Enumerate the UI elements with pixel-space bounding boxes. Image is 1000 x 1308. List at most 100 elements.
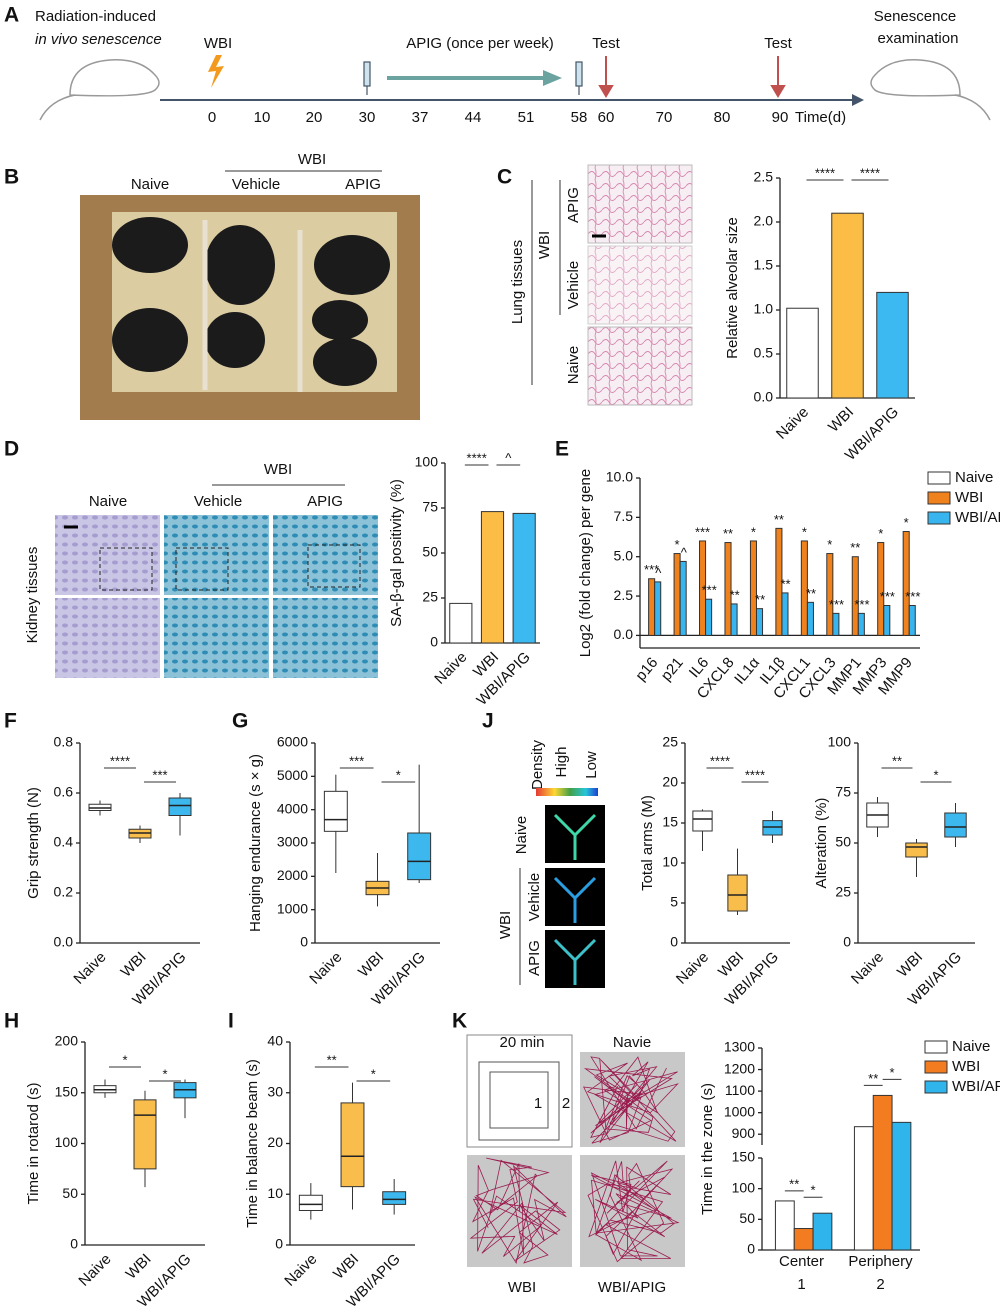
box	[340, 1102, 365, 1188]
panel-label: F	[4, 710, 17, 733]
x-tick-label: IL1α	[731, 654, 763, 688]
y-axis-label: Time in rotarod (s)	[25, 1083, 42, 1205]
box	[944, 812, 967, 838]
bar	[749, 540, 757, 636]
x-tick-label: Naive	[848, 949, 887, 988]
panel-label: G	[232, 710, 248, 733]
y-tick-label: 75	[835, 784, 851, 800]
y-tick-label: 100	[732, 1179, 756, 1195]
y-tick-label: 0.0	[54, 934, 74, 950]
significance-label: **	[850, 540, 860, 555]
lightning-icon	[208, 55, 224, 88]
density-label: Low	[583, 751, 600, 779]
y-tick-label: 100	[55, 1134, 79, 1150]
x-tick-label: WBI	[330, 1251, 362, 1283]
bar	[774, 1200, 795, 1251]
box	[692, 810, 713, 832]
timeline-tick-label: 58	[571, 109, 588, 126]
y-tick-label: 3000	[277, 834, 308, 850]
bar	[755, 608, 764, 636]
y-axis-label: Relative alveolar size	[724, 217, 741, 359]
legend-swatch	[927, 471, 951, 485]
y-tick-label: 15	[662, 814, 678, 830]
y-tick-label: 7.5	[614, 508, 634, 524]
x-tick-label: Naive	[673, 949, 712, 988]
significance-label: *	[933, 767, 938, 782]
mice	[112, 217, 390, 386]
y-tick-label: 0	[670, 934, 678, 950]
box	[298, 1194, 323, 1211]
panel-caption: WBI	[508, 1279, 536, 1296]
box	[407, 832, 432, 881]
y-tick-label: 1.0	[754, 301, 774, 317]
y-tick-label: 0.2	[54, 884, 74, 900]
y-axis-label: SA-β-gal positivity (%)	[388, 479, 405, 627]
mouse-illustration	[870, 59, 991, 121]
x-tick-label: Naive	[431, 649, 470, 688]
group-label: APIG	[345, 176, 381, 193]
x-tick-label: Naive	[773, 404, 812, 443]
significance-label: ****	[815, 165, 835, 180]
y-axis-label: Hanging endurance (s × g)	[247, 754, 264, 932]
colorbar	[536, 788, 598, 796]
apig-label: APIG (once per week)	[406, 35, 554, 52]
end-label: examination	[878, 30, 959, 47]
y-tick-label: 2.5	[754, 169, 774, 185]
mouse-illustration	[39, 59, 160, 121]
zone-label: 2	[562, 1095, 570, 1112]
y-tick-label: 0	[843, 934, 851, 950]
timeline-axis-label: Time(d)	[795, 109, 846, 126]
y-tick-label: 50	[835, 834, 851, 850]
box	[382, 1191, 407, 1205]
y-tick-label: 10	[267, 1185, 283, 1201]
y-tick-label: 150	[732, 1149, 756, 1165]
y-tick-label: 200	[55, 1033, 79, 1049]
group-label: APIG	[526, 940, 543, 976]
significance-label: ****	[745, 767, 765, 782]
bar	[826, 553, 834, 636]
bar	[786, 307, 819, 399]
group-label: Vehicle	[194, 493, 242, 510]
group-label: WBI	[497, 911, 514, 939]
significance-label: ***	[695, 524, 710, 539]
bar	[857, 612, 865, 636]
y-tick-label: 1.5	[754, 257, 774, 273]
y-tick-label: 0.6	[54, 784, 74, 800]
panel-label: C	[497, 166, 512, 189]
bar	[800, 540, 808, 636]
micrograph	[55, 515, 378, 678]
significance-label: ***	[880, 589, 895, 604]
x-tick-label: WBI	[825, 404, 857, 436]
y-tick-label: 20	[662, 774, 678, 790]
timeline-tick-label: 44	[465, 109, 482, 126]
panel-label: D	[4, 438, 19, 461]
x-tick-label: Naive	[75, 1251, 114, 1290]
panel-caption: WBI/APIG	[598, 1279, 666, 1296]
bar	[730, 603, 738, 636]
significance-label: **	[806, 586, 816, 601]
legend-swatch	[924, 1040, 948, 1054]
significance-label: ***	[349, 753, 364, 768]
y-tick-label: 30	[267, 1083, 283, 1099]
y-tick-label: 1200	[724, 1060, 755, 1076]
significance-label: **	[789, 1176, 799, 1191]
significance-label: **	[774, 512, 784, 527]
significance-label: **	[327, 1052, 337, 1067]
group-label: WBI	[536, 231, 553, 259]
y-tick-label: 25	[422, 589, 438, 605]
panel-label: E	[555, 438, 569, 461]
significance-label: *	[675, 537, 680, 552]
trajectory	[587, 1160, 680, 1263]
y-tick-label: 50	[739, 1210, 755, 1226]
box	[762, 820, 783, 836]
bar	[781, 592, 789, 636]
tissue-label: Lung tissues	[509, 240, 526, 324]
panel-label: A	[4, 4, 19, 27]
bar	[512, 512, 536, 644]
y-tick-label: 0.5	[754, 345, 774, 361]
bar	[705, 598, 713, 636]
significance-label: ****	[467, 450, 487, 465]
significance-label: **	[868, 1071, 878, 1086]
